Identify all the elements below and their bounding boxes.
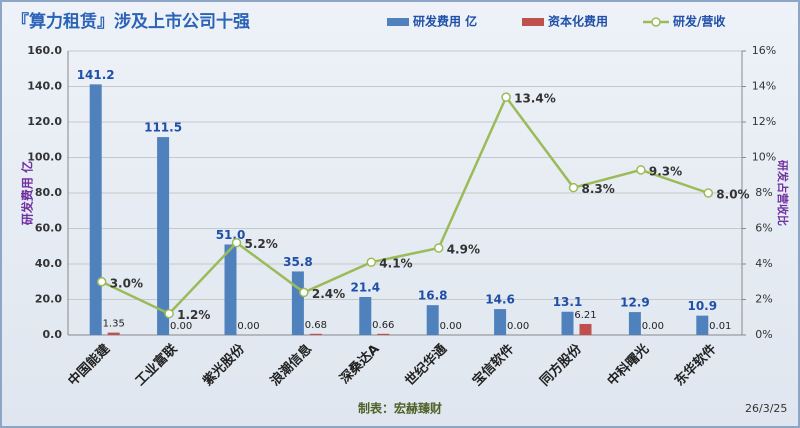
value-label: 21.4: [350, 281, 380, 295]
y2-tick-label: 0%: [755, 328, 772, 341]
value-label: 1.2%: [177, 308, 210, 322]
bar: [561, 311, 574, 335]
value-label: 0.00: [507, 321, 529, 332]
y-tick-label: 100.0: [27, 151, 62, 164]
line-marker: [703, 188, 714, 198]
y-tick-label: 120.0: [27, 115, 62, 128]
value-label: 12.9: [620, 296, 650, 310]
y-tick-label: 0.0: [43, 328, 63, 341]
value-label: 6.21: [574, 310, 596, 321]
line-marker: [96, 277, 107, 287]
line-marker: [164, 308, 174, 319]
value-label: 5.2%: [245, 237, 278, 251]
y-tick-label: 40.0: [35, 257, 62, 270]
bar: [224, 244, 237, 335]
y-tick-label: 80.0: [35, 186, 62, 199]
y2-axis-title: 研发占营收比: [776, 160, 790, 226]
y2-tick-label: 14%: [752, 80, 776, 93]
value-label: 51.0: [216, 228, 246, 242]
legend-swatch: [387, 18, 409, 26]
value-label: 8.0%: [716, 188, 749, 202]
value-label: 0.66: [372, 320, 394, 331]
bar: [291, 271, 304, 335]
chart-title: 『算力租赁』涉及上市公司十强: [12, 11, 250, 32]
y2-tick-label: 10%: [752, 151, 776, 164]
bar: [157, 137, 170, 335]
value-label: 13.1: [553, 295, 583, 309]
line-marker: [231, 237, 242, 248]
value-label: 0.00: [642, 321, 664, 332]
value-label: 0.00: [440, 321, 462, 332]
y2-tick-label: 12%: [752, 115, 776, 128]
value-label: 9.3%: [649, 164, 682, 178]
y2-tick-label: 6%: [755, 222, 772, 235]
y-tick-label: 20.0: [35, 293, 62, 306]
legend-label: 资本化费用: [548, 14, 608, 29]
y2-tick-label: 2%: [755, 293, 772, 306]
legend-marker: [651, 17, 661, 27]
value-label: 4.1%: [379, 257, 412, 271]
legend-label: 研发费用 亿: [413, 14, 477, 29]
value-label: 141.2: [77, 68, 115, 82]
line-marker: [501, 92, 511, 102]
value-label: 4.9%: [447, 243, 480, 257]
y-tick-label: 60.0: [35, 222, 62, 235]
value-label: 0.01: [709, 321, 731, 332]
line-marker: [299, 287, 309, 298]
value-label: 0.00: [170, 321, 192, 332]
bar: [696, 315, 709, 335]
value-label: 8.3%: [582, 182, 615, 196]
value-label: 2.4%: [312, 287, 345, 301]
value-label: 16.8: [418, 289, 448, 303]
value-label: 1.35: [103, 319, 125, 330]
value-label: 13.4%: [514, 92, 556, 106]
line-marker: [433, 243, 444, 253]
value-label: 0.68: [305, 320, 327, 331]
value-label: 10.9: [687, 299, 717, 313]
bar: [494, 309, 507, 335]
value-label: 3.0%: [110, 276, 143, 290]
y2-tick-label: 4%: [755, 257, 772, 270]
line-marker: [568, 182, 579, 193]
legend-label: 研发/营收: [673, 14, 725, 29]
line-marker: [636, 165, 646, 175]
bar: [359, 297, 372, 335]
y-tick-label: 160.0: [27, 44, 62, 57]
line-marker: [366, 257, 377, 267]
value-label: 35.8: [283, 255, 313, 269]
value-label: 14.6: [485, 293, 515, 307]
y2-tick-label: 8%: [755, 186, 772, 199]
bar: [426, 305, 439, 335]
bar: [377, 333, 390, 335]
bar: [309, 333, 322, 335]
bar: [579, 323, 592, 335]
y-tick-label: 140.0: [27, 80, 62, 93]
value-label: 111.5: [144, 121, 182, 135]
y-axis-title: 研发费用 亿: [20, 161, 35, 225]
bar: [107, 332, 120, 335]
footer-note: 制表：宏赫臻财: [358, 401, 442, 416]
y2-tick-label: 16%: [752, 44, 776, 57]
bar: [89, 84, 102, 336]
value-label: 0.00: [237, 321, 259, 332]
line: [101, 94, 709, 316]
legend-swatch: [522, 18, 544, 26]
date-note: 26/3/25: [745, 402, 787, 415]
bar: [628, 312, 641, 335]
